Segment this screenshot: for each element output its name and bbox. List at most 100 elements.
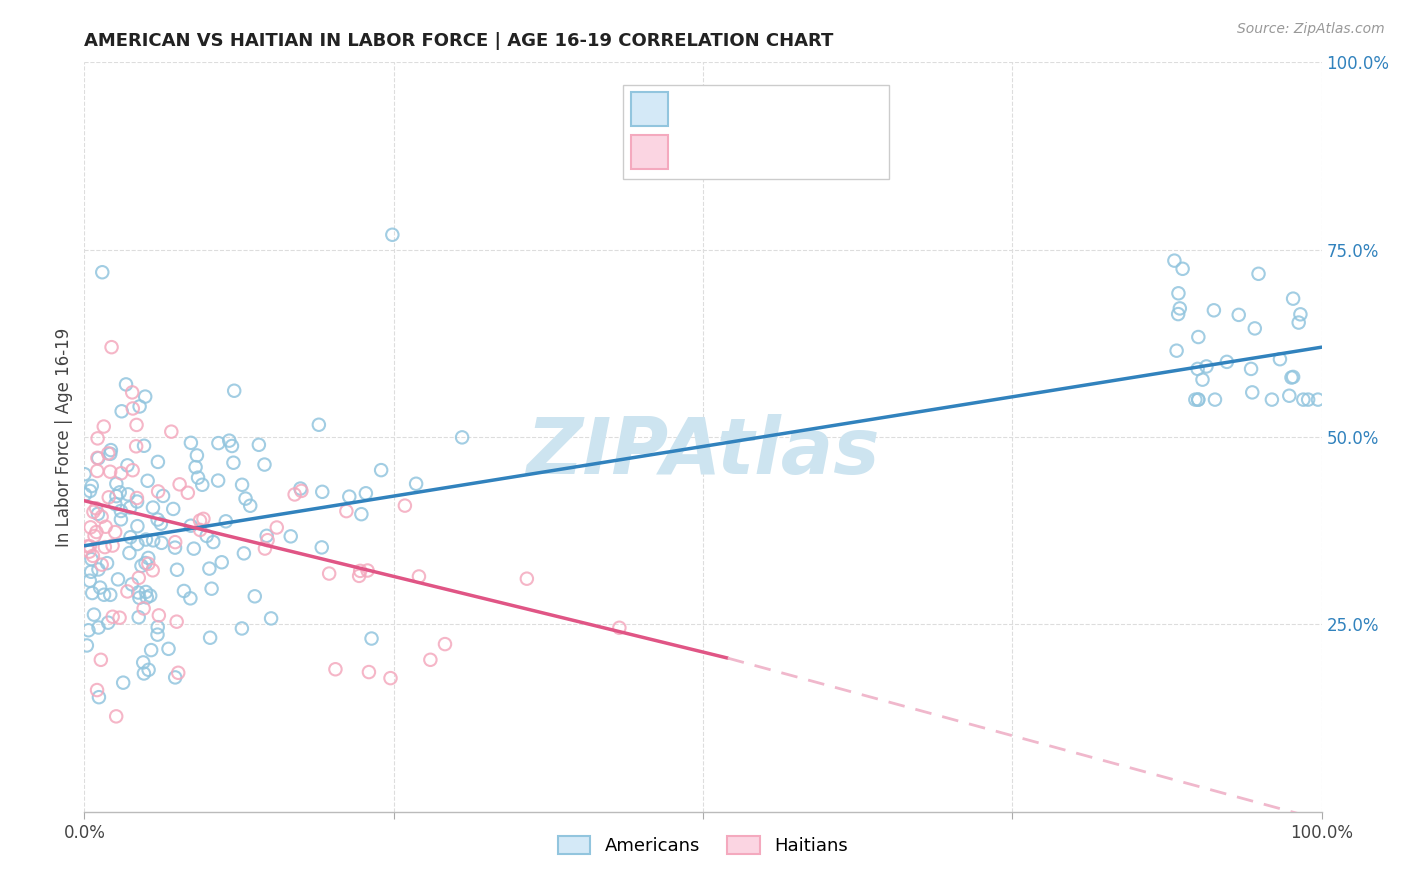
Point <box>177 485 200 500</box>
Point <box>146 484 169 499</box>
Point <box>91 265 114 279</box>
Text: Source: ZipAtlas.com: Source: ZipAtlas.com <box>1237 22 1385 37</box>
Point <box>609 621 631 635</box>
Point <box>97 615 120 630</box>
Point <box>127 519 149 533</box>
Point <box>256 529 278 543</box>
Point <box>79 483 101 498</box>
Point <box>451 430 474 444</box>
Point <box>166 615 188 629</box>
Point <box>121 463 143 477</box>
Point <box>1243 321 1265 335</box>
Point <box>120 530 142 544</box>
Point <box>101 609 124 624</box>
Point <box>193 512 215 526</box>
Point <box>311 541 333 555</box>
Point <box>138 557 160 571</box>
Point <box>89 581 111 595</box>
Point <box>87 620 110 634</box>
Point <box>98 465 121 479</box>
Point <box>347 569 370 583</box>
Point <box>1191 373 1213 387</box>
Point <box>111 404 134 418</box>
Point <box>86 431 108 445</box>
Point <box>408 569 430 583</box>
Point <box>110 512 132 526</box>
Point <box>87 507 110 521</box>
Point <box>1195 359 1218 374</box>
Point <box>146 620 169 634</box>
Point <box>1261 392 1284 407</box>
Point <box>132 601 155 615</box>
Point <box>163 541 186 555</box>
Point <box>167 665 190 680</box>
Point <box>105 489 128 503</box>
Point <box>188 514 211 528</box>
Point <box>1202 303 1225 318</box>
Point <box>83 607 105 622</box>
Point <box>354 486 377 500</box>
Point <box>90 558 112 572</box>
Point <box>1289 307 1312 321</box>
Point <box>141 643 163 657</box>
Point <box>356 564 378 578</box>
Point <box>187 470 209 484</box>
Point <box>215 514 238 528</box>
Point <box>180 435 202 450</box>
Point <box>146 512 169 526</box>
Point <box>86 464 108 478</box>
Point <box>142 500 165 515</box>
Point <box>1281 370 1303 384</box>
Point <box>1240 362 1263 376</box>
Point <box>98 588 121 602</box>
Point <box>1166 343 1188 358</box>
Point <box>222 456 245 470</box>
Point <box>121 401 143 416</box>
Point <box>370 463 392 477</box>
Point <box>160 425 183 439</box>
Point <box>93 588 115 602</box>
Point <box>256 533 278 548</box>
Point <box>253 541 276 556</box>
Point <box>260 611 283 625</box>
Point <box>207 436 229 450</box>
Point <box>186 449 208 463</box>
Point <box>135 533 157 547</box>
Point <box>135 591 157 605</box>
Point <box>1167 286 1189 301</box>
Point <box>180 518 202 533</box>
Point <box>516 572 538 586</box>
Point <box>349 564 371 578</box>
Point <box>1247 267 1270 281</box>
Point <box>93 419 115 434</box>
Point <box>360 632 382 646</box>
Point <box>1171 261 1194 276</box>
Point <box>253 458 276 472</box>
Point <box>157 641 180 656</box>
Text: AMERICAN VS HAITIAN IN LABOR FORCE | AGE 16-19 CORRELATION CHART: AMERICAN VS HAITIAN IN LABOR FORCE | AGE… <box>84 32 834 50</box>
Point <box>110 467 132 481</box>
Point <box>202 535 225 549</box>
Point <box>357 665 380 679</box>
Point <box>98 447 121 461</box>
Point <box>80 479 103 493</box>
Point <box>128 591 150 605</box>
Point <box>350 507 373 521</box>
Point <box>121 577 143 591</box>
Point <box>198 561 221 575</box>
Point <box>221 439 243 453</box>
Point <box>173 584 195 599</box>
Point <box>1278 389 1301 403</box>
Point <box>79 574 101 588</box>
Text: ZIPAtlas: ZIPAtlas <box>526 414 880 490</box>
Point <box>380 671 402 685</box>
Point <box>1168 301 1191 316</box>
Point <box>105 476 128 491</box>
Point <box>125 439 148 453</box>
Point <box>337 490 360 504</box>
Point <box>134 390 156 404</box>
Point <box>117 584 139 599</box>
Point <box>308 417 330 432</box>
Point <box>224 384 246 398</box>
Point <box>188 523 211 537</box>
